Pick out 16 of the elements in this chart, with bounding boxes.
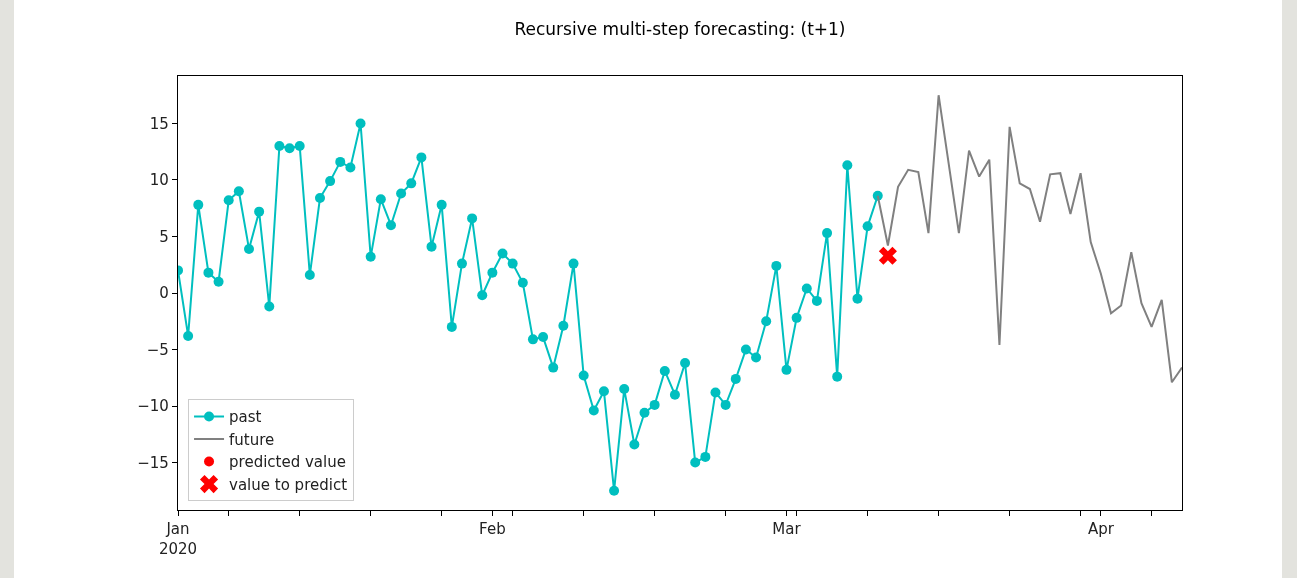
y-tick-label: 0 <box>159 284 169 303</box>
y-tick-label: 15 <box>149 114 169 133</box>
chart-title: Recursive multi-step forecasting: (t+1) <box>514 18 846 39</box>
y-tick-label: 5 <box>159 227 169 246</box>
legend-label: value to predict <box>229 475 348 494</box>
y-tick-label: −5 <box>146 340 169 359</box>
legend-label: past <box>229 408 262 427</box>
x-tick-label: Jan 2020 <box>158 520 198 558</box>
x-tick-label: Feb <box>479 520 506 539</box>
y-tick-label: −10 <box>137 397 169 416</box>
legend-label: predicted value <box>229 453 346 472</box>
x-tick-label: Apr <box>1087 520 1115 539</box>
x-tick-label: Mar <box>772 520 802 539</box>
legend-label: future <box>229 430 275 449</box>
y-tick-label: 10 <box>149 171 169 190</box>
y-tick-label: −15 <box>137 453 169 472</box>
